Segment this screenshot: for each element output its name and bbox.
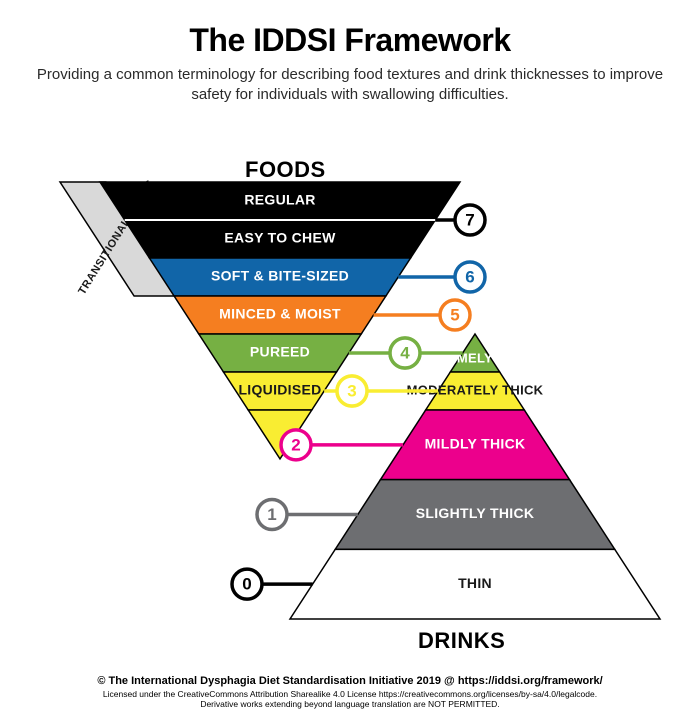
drinks-level-2-label: MILDLY THICK: [425, 436, 526, 452]
foods-level-3-label: LIQUIDISED: [238, 382, 321, 398]
drinks-level-1-label: SLIGHTLY THICK: [416, 505, 535, 521]
badge-6-num: 6: [465, 268, 474, 287]
foods-level-7-sublabel: EASY TO CHEW: [224, 230, 336, 246]
foods-level-5-label: MINCED & MOIST: [219, 306, 341, 322]
svg-text:4: 4: [400, 344, 410, 363]
footer: © The International Dysphagia Diet Stand…: [0, 675, 700, 709]
foods-level-7-label: REGULAR: [244, 192, 315, 208]
badge-2-num: 2: [291, 435, 300, 454]
badge-7-num: 7: [465, 211, 474, 230]
badge-1-num: 1: [267, 505, 276, 524]
foods-level-6-label: SOFT & BITE-SIZED: [211, 268, 349, 284]
footer-license: Licensed under the CreativeCommons Attri…: [0, 689, 700, 699]
badge-0-num: 0: [242, 575, 251, 594]
badge-5-num: 5: [450, 306, 459, 325]
svg-text:3: 3: [347, 382, 356, 401]
foods-level-4-label: PUREED: [250, 344, 310, 360]
drinks-level-0-label: THIN: [458, 575, 492, 591]
footer-copyright: © The International Dysphagia Diet Stand…: [0, 675, 700, 687]
footer-restriction: Derivative works extending beyond langua…: [0, 699, 700, 709]
iddsi-diagram: TRANSITIONAL FOODSREGULAREASY TO CHEW7SO…: [0, 22, 700, 721]
